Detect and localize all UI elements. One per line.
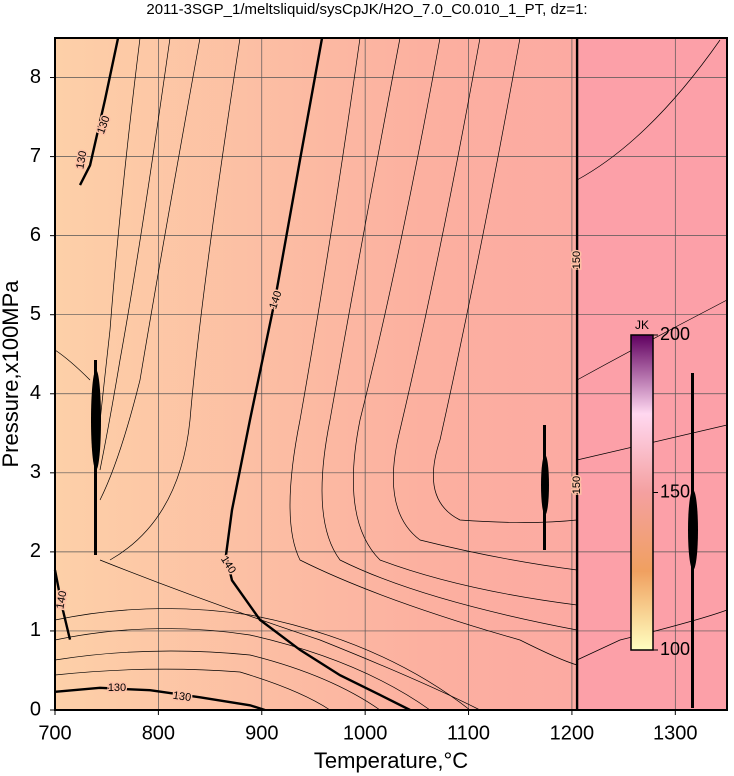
x-tick-label: 1200 <box>550 722 595 744</box>
contour-line <box>54 686 266 712</box>
contour-label: 140 <box>267 289 284 310</box>
colorbar-bar <box>630 334 654 651</box>
x-axis-label: Temperature,°C <box>314 748 468 773</box>
y-tick-label: 5 <box>30 303 41 325</box>
x-tick-label: 800 <box>142 722 175 744</box>
y-tick-label: 4 <box>30 382 41 404</box>
contour-label: 150 <box>571 476 583 494</box>
y-tick-label: 8 <box>30 66 41 88</box>
x-tick-label: 1100 <box>447 722 490 744</box>
contour-line <box>53 569 72 640</box>
y-tick-label: 2 <box>30 540 41 562</box>
x-tick-label: 1000 <box>343 722 388 744</box>
y-tick-label: 1 <box>30 619 41 641</box>
y-tick-label: 6 <box>30 224 41 246</box>
colorbar-label: JK <box>635 318 649 332</box>
x-tick-label: 1300 <box>653 722 698 744</box>
chart-title: 2011-3SGP_1/meltsliquid/sysCpJK/H2O_7.0_… <box>146 1 587 18</box>
contour-line <box>224 37 411 712</box>
y-tick-label: 3 <box>30 461 41 483</box>
colorbar: 100 150 200 JK <box>630 318 690 659</box>
plot-frame <box>54 37 728 711</box>
contour-label: 130 <box>172 690 192 704</box>
x-tick-label: 900 <box>245 722 278 744</box>
x-tick-label: 700 <box>38 722 71 744</box>
y-axis-label: Pressure,x100MPa <box>0 280 23 468</box>
colorbar-tick-label: 150 <box>660 481 690 501</box>
y-tick-label: 7 <box>30 145 41 167</box>
singularities <box>91 360 698 708</box>
contour-label: 150 <box>571 251 583 269</box>
contour-label: 130 <box>108 682 126 694</box>
colorbar-tick-label: 200 <box>660 324 690 344</box>
contour-line <box>78 37 120 186</box>
contour-label: 140 <box>54 590 69 610</box>
contour-label: 130 <box>74 150 89 170</box>
colorbar-tick-label: 100 <box>660 639 690 659</box>
y-tick-label: 0 <box>30 698 41 720</box>
